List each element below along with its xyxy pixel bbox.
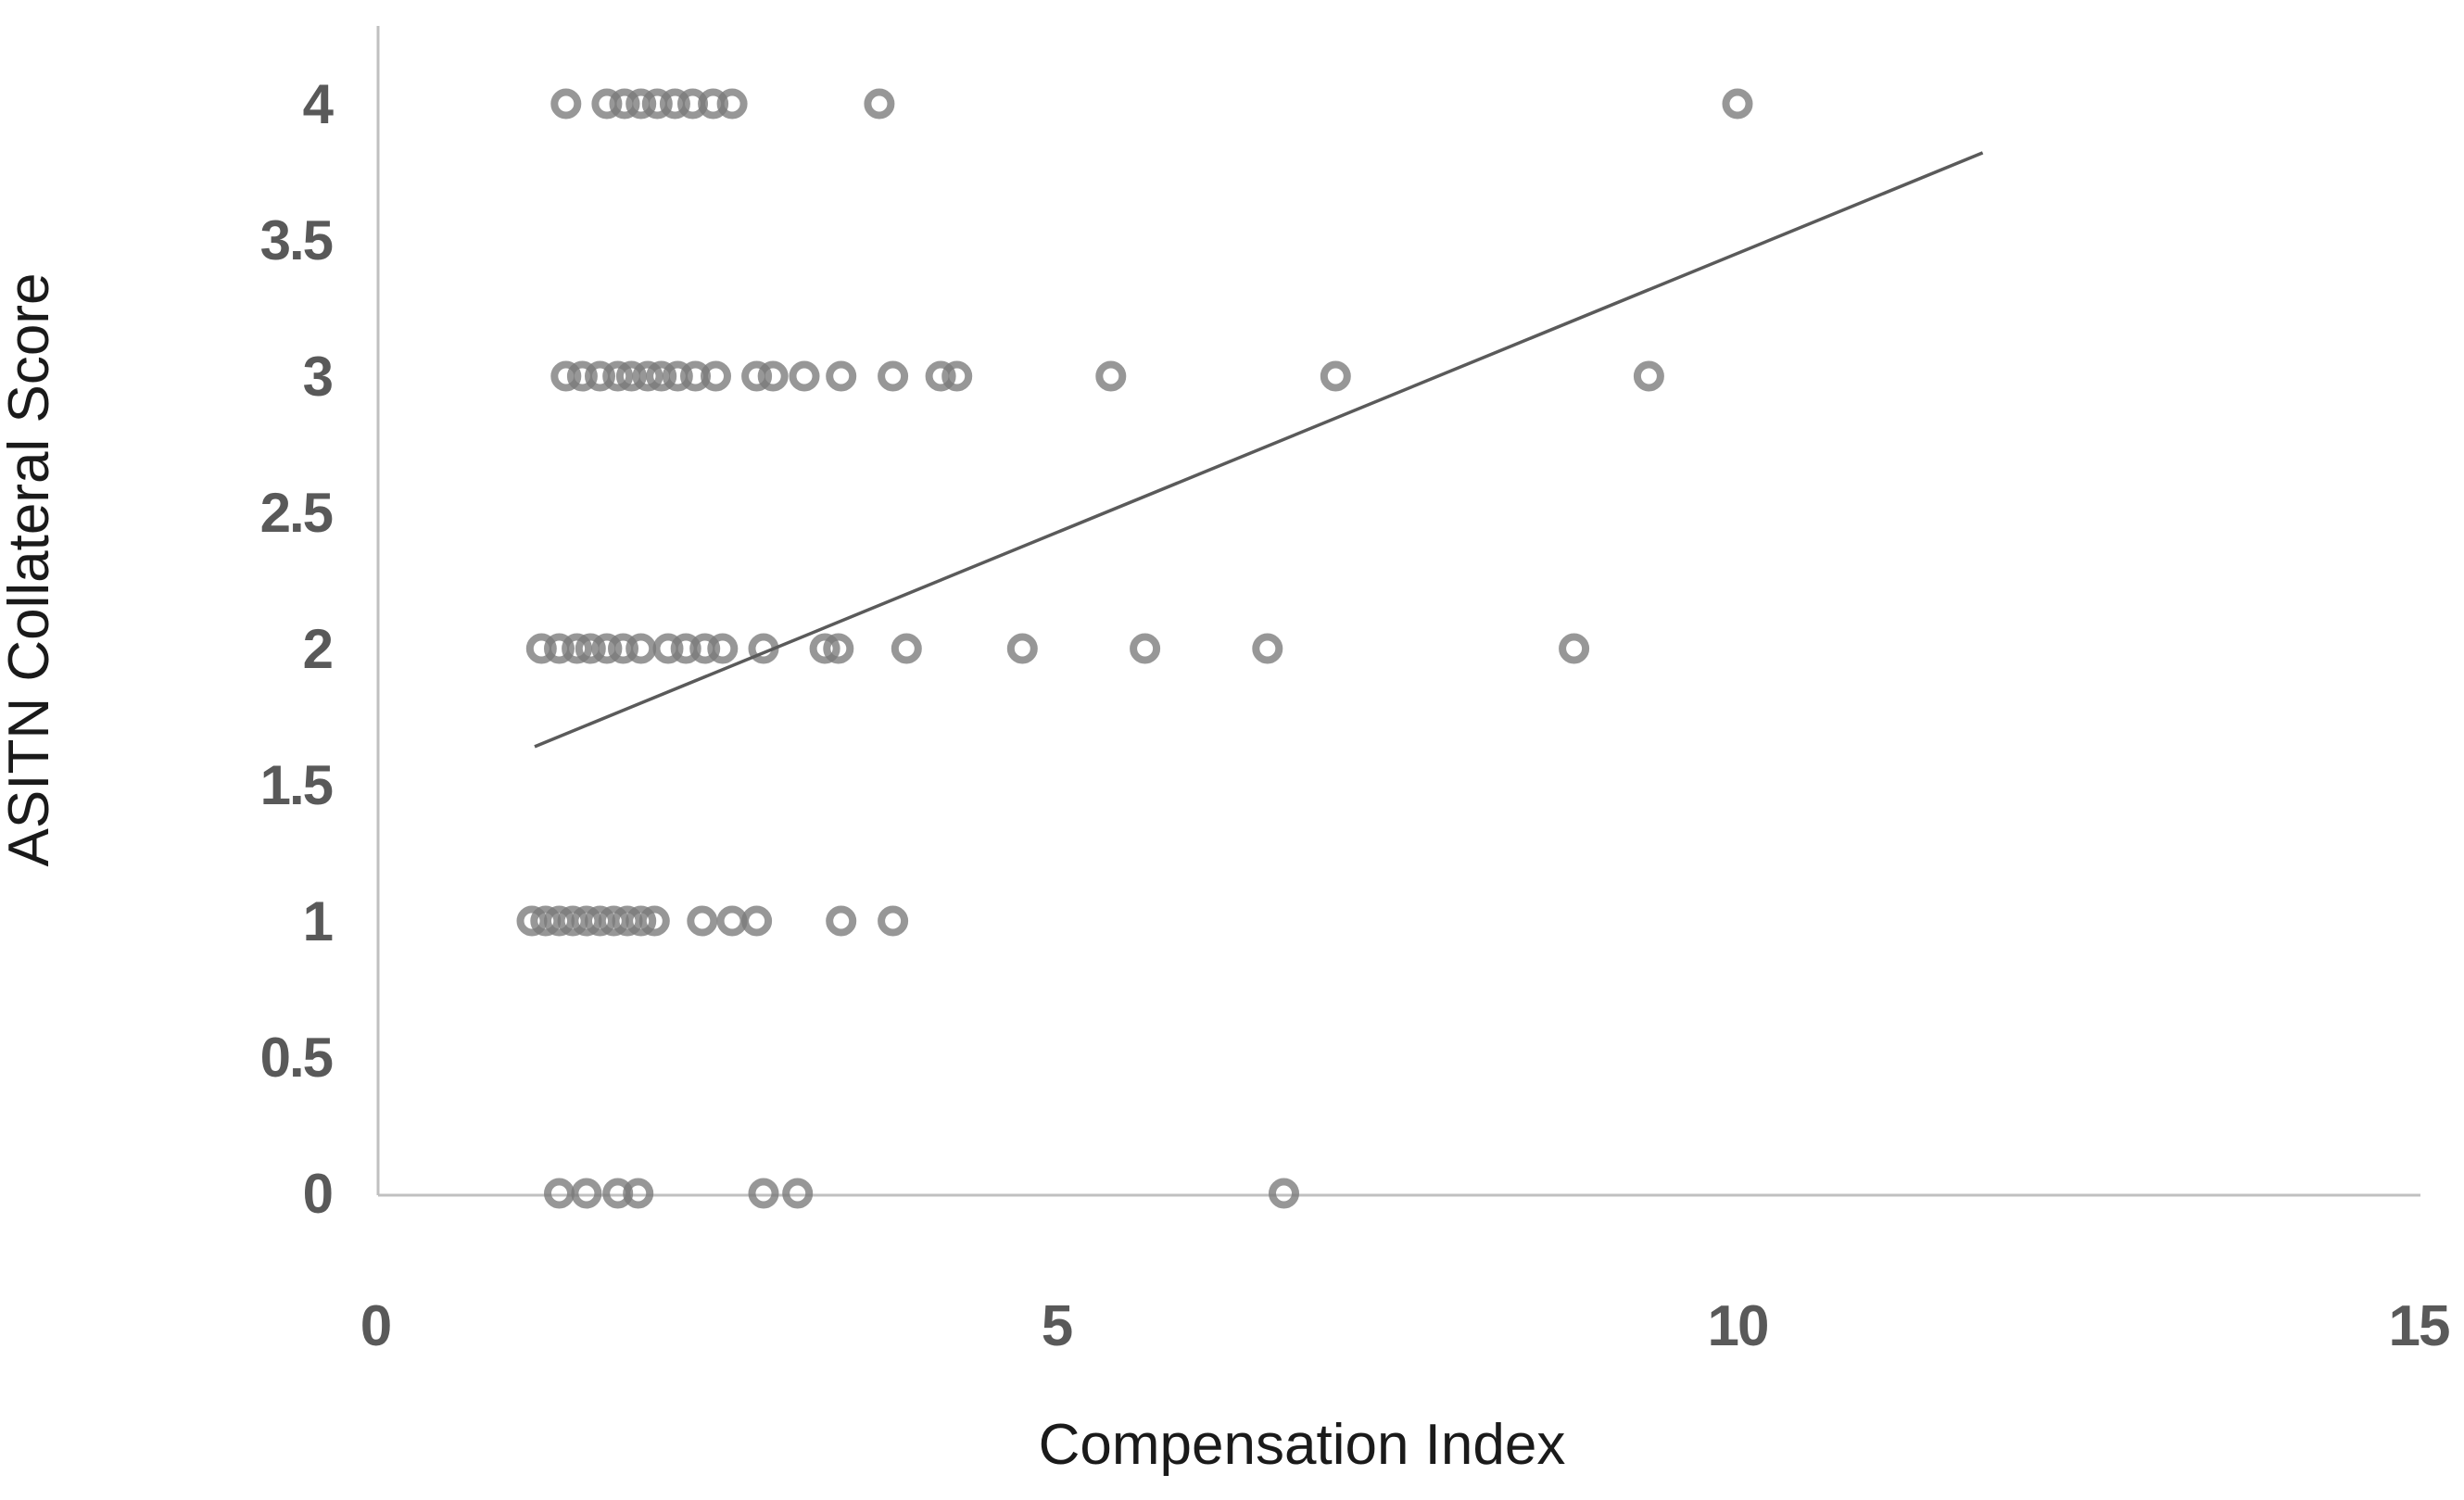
data-point [1095,360,1127,392]
data-point [544,905,575,937]
data-point [823,633,854,664]
data-point [782,1178,814,1209]
y-tick-label: 3.5 [260,209,333,271]
data-point [632,360,663,392]
data-point [662,360,693,392]
data-point [941,360,973,392]
data-point [652,633,684,664]
trend-line [534,151,1984,749]
data-point [525,633,557,664]
data-point [591,633,623,664]
data-point [1269,1178,1299,1209]
data-point [638,905,670,937]
data-point [516,905,548,937]
data-point [925,360,956,392]
data-point [550,360,582,392]
data-point [609,88,640,120]
data-point [1722,88,1753,120]
y-tick-label: 1.5 [260,754,333,816]
data-point [1130,633,1161,664]
data-point [625,905,657,937]
data-point [562,633,593,664]
data-point [826,905,857,937]
data-point [659,88,690,120]
y-axis-title: ASITN Collateral Score [0,273,61,867]
data-point [809,633,840,664]
data-point [789,360,820,392]
data-point [544,633,575,664]
y-tick-label: 1 [303,890,333,952]
data-points [516,88,1753,1209]
x-tick-label: 10 [1708,1294,1768,1358]
data-point [878,360,909,392]
y-tick-label: 0 [303,1163,332,1225]
data-point [687,905,718,937]
y-tick-label: 2.5 [260,482,333,544]
data-point [623,1178,654,1209]
data-point [748,1178,779,1209]
data-point [1006,633,1038,664]
data-point [891,633,922,664]
data-point [602,360,634,392]
data-point [612,905,643,937]
data-point [1633,360,1664,392]
y-tick-label: 0.5 [260,1027,333,1089]
data-point [557,905,588,937]
data-point [670,633,701,664]
x-tick-label: 15 [2389,1294,2449,1358]
y-tick-label: 3 [303,346,333,408]
x-tick-labels: 0 5 10 15 [360,1294,2451,1358]
data-point [615,360,647,392]
data-point [625,88,657,120]
data-point [646,360,677,392]
data-point [1252,633,1283,664]
data-point [591,88,623,120]
data-point [757,360,789,392]
data-point [689,633,721,664]
data-point [698,88,729,120]
data-point [575,633,606,664]
x-tick-label: 5 [1042,1294,1072,1358]
data-point [741,905,773,937]
data-point [864,88,895,120]
data-point [701,360,731,392]
data-point [585,360,615,392]
data-point [530,905,562,937]
data-point [826,360,857,392]
data-point [707,633,739,664]
data-point [571,1178,602,1209]
x-axis-title: Compensation Index [1039,1413,1566,1477]
data-point [716,905,748,937]
data-point [550,88,582,120]
data-point [878,905,909,937]
y-tick-label: 4 [303,73,335,135]
data-point [1559,633,1590,664]
data-point [598,905,629,937]
data-point [716,88,748,120]
data-point [566,360,598,392]
data-point [608,633,638,664]
data-point [741,360,773,392]
axes [376,26,2420,1197]
data-point [625,633,657,664]
x-tick-label: 0 [360,1294,390,1358]
data-point [544,1178,575,1209]
data-point [571,905,602,937]
data-point [641,88,673,120]
y-tick-labels: 0 0.5 1 1.5 2 2.5 3 3.5 4 [260,73,336,1225]
y-tick-label: 2 [303,618,332,680]
data-point [1320,360,1351,392]
data-point [585,905,615,937]
